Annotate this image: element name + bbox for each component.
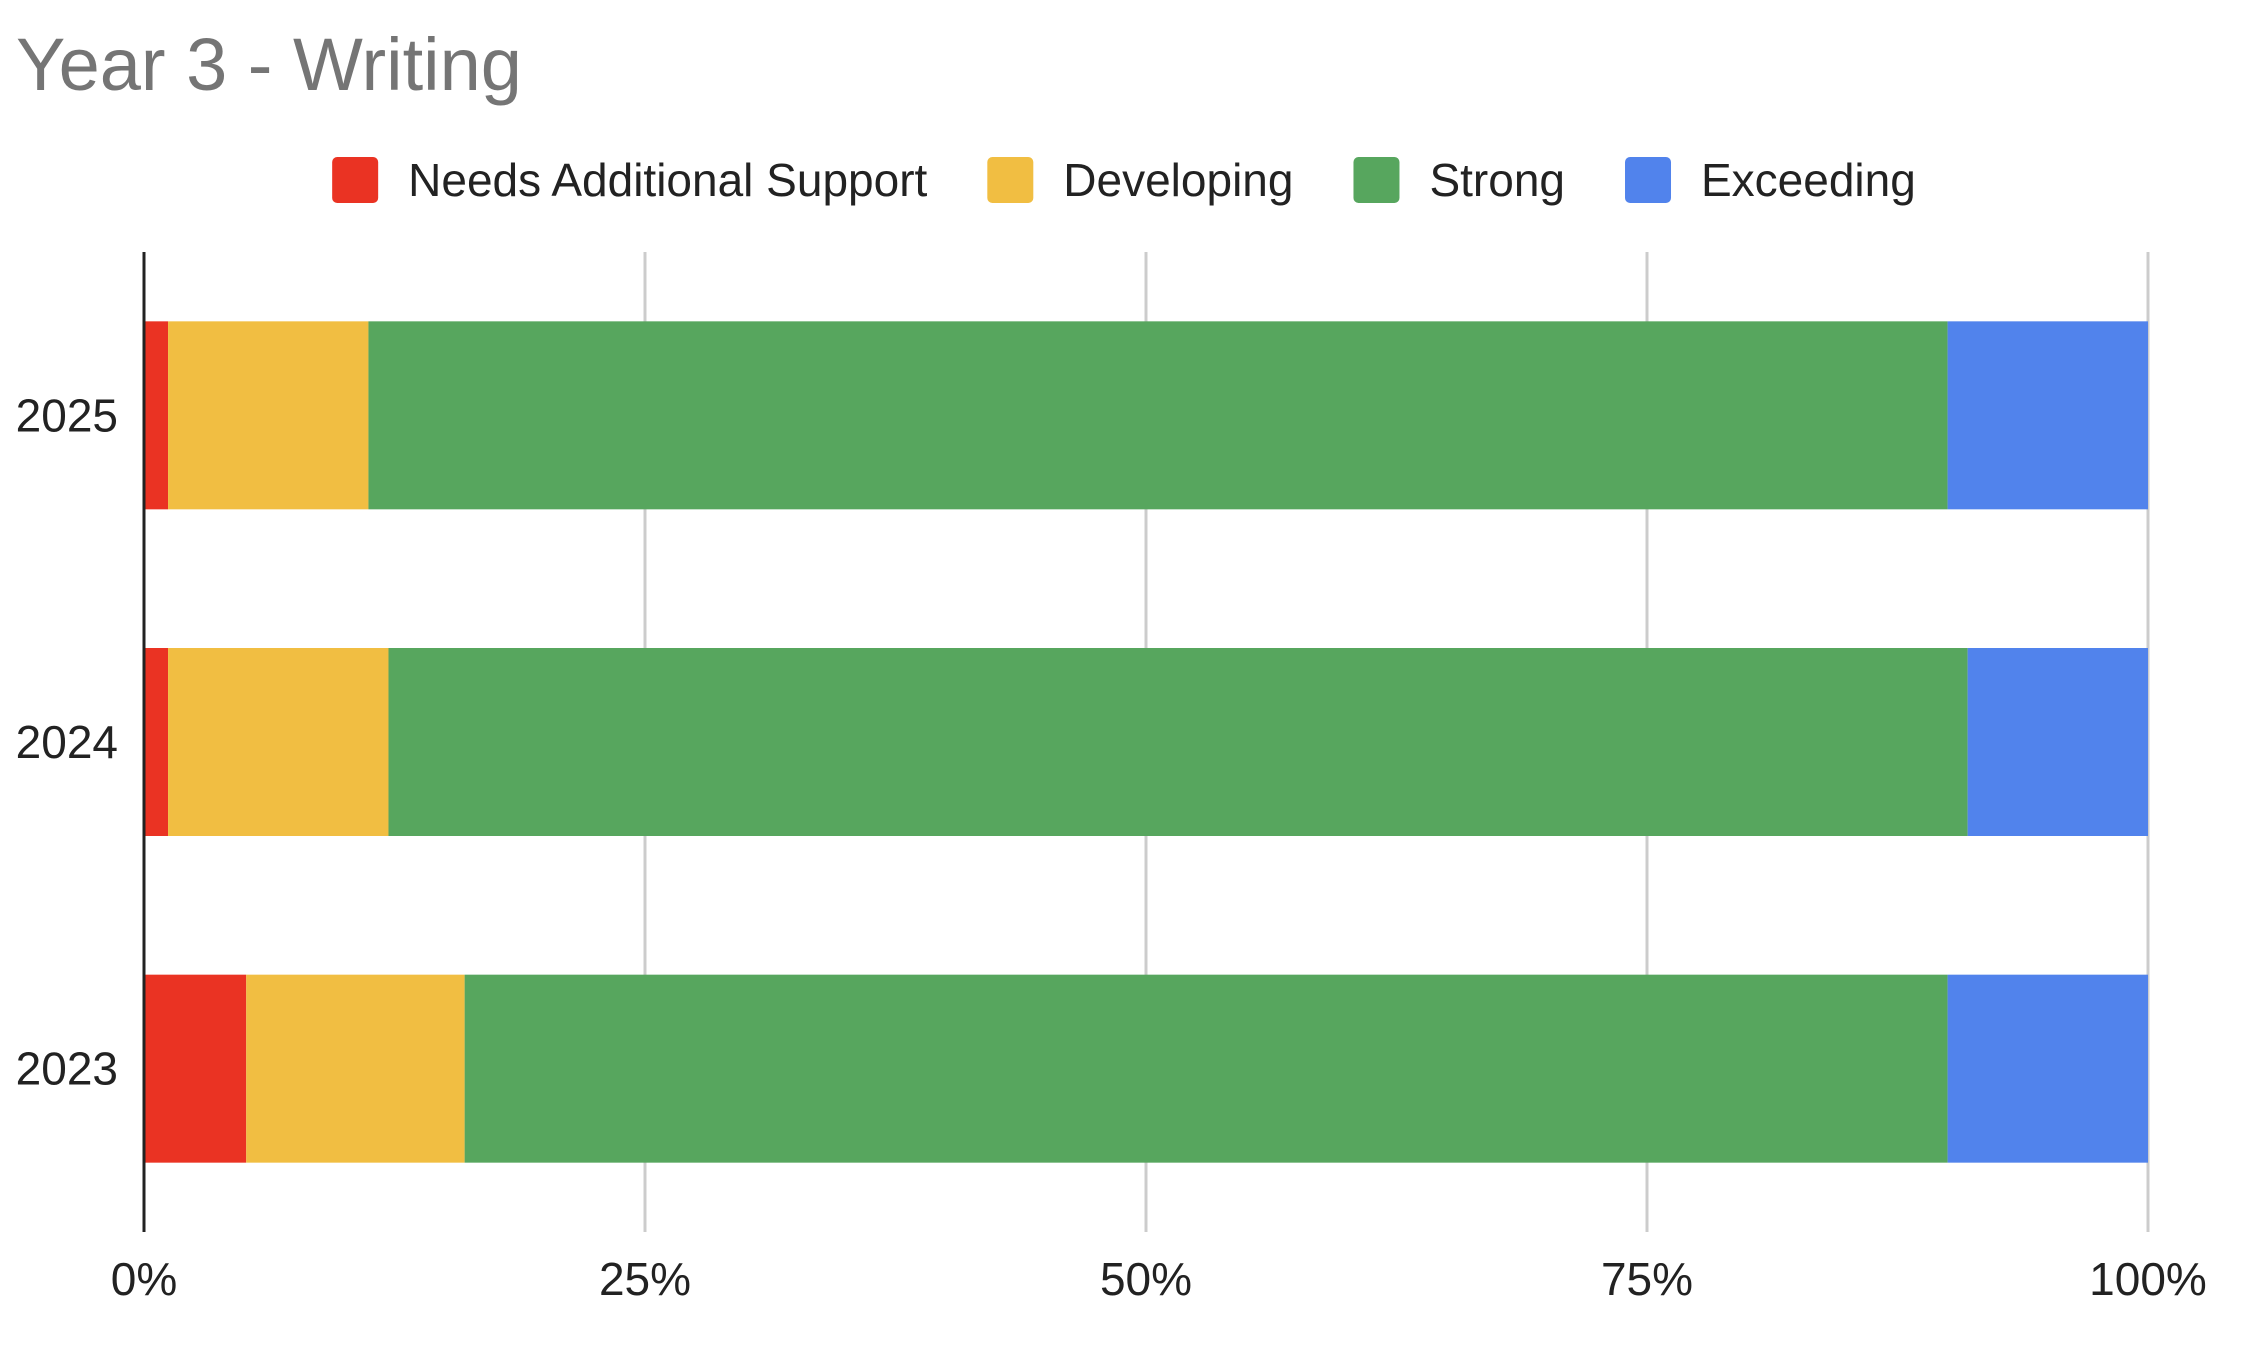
legend-swatch-exceeding <box>1625 157 1672 203</box>
x-tick-label-50pct: 50% <box>1100 1253 1192 1305</box>
bar-2025-developing <box>168 321 369 510</box>
x-tick-label-100pct: 100% <box>2089 1253 2207 1305</box>
legend-swatch-needs-additional-support <box>332 157 379 203</box>
bar-2024-developing <box>168 648 389 836</box>
legend-label-strong: Strong <box>1429 154 1565 206</box>
bar-2025-strong <box>368 321 1948 510</box>
bar-2025-needs-additional-support <box>144 321 169 510</box>
y-tick-label-2023: 2023 <box>16 1043 118 1095</box>
bar-2024-needs-additional-support <box>144 648 169 836</box>
bar-2023-strong <box>464 974 1948 1163</box>
bar-2023-exceeding <box>1947 974 2148 1163</box>
legend-swatch-developing <box>987 157 1034 203</box>
legend-swatch-strong <box>1353 157 1400 203</box>
x-tick-label-75pct: 75% <box>1601 1253 1693 1305</box>
bar-2024-exceeding <box>1967 648 2148 836</box>
y-tick-label-2024: 2024 <box>16 716 118 768</box>
legend-label-needs-additional-support: Needs Additional Support <box>408 154 927 206</box>
chart-title: Year 3 - Writing <box>16 23 522 106</box>
bar-2023-needs-additional-support <box>144 974 247 1163</box>
x-tick-label-25pct: 25% <box>599 1253 691 1305</box>
bar-2023-developing <box>246 974 465 1163</box>
x-tick-label-0pct: 0% <box>111 1253 177 1305</box>
bar-2025-exceeding <box>1947 321 2148 510</box>
y-tick-label-2025: 2025 <box>16 389 118 441</box>
legend-label-exceeding: Exceeding <box>1701 154 1916 206</box>
legend-label-developing: Developing <box>1063 154 1293 206</box>
bar-2024-strong <box>388 648 1968 836</box>
